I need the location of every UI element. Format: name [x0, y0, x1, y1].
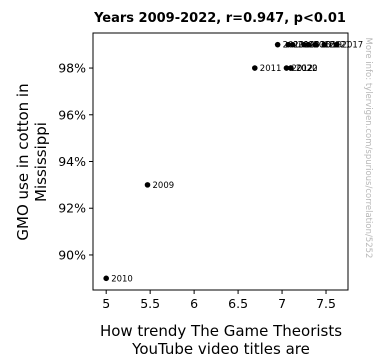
data-point-2010: [103, 275, 109, 282]
y-tick-label: 96%: [58, 107, 86, 122]
data-point-2018: [301, 41, 307, 48]
x-tick-label: 6: [190, 296, 198, 311]
x-axis-title-line-2: YouTube video titles are: [131, 340, 310, 358]
point-label-2011: 2011: [260, 64, 282, 74]
data-point-2013: [274, 41, 281, 48]
source-note: More info: tylervigen.com/spurious/corre…: [363, 38, 373, 259]
x-tick-label: 7.5: [316, 296, 336, 311]
x-tick-label: 6.5: [228, 296, 248, 311]
point-label-2012: 2012: [291, 64, 313, 74]
data-point-2017: [333, 41, 340, 48]
y-tick-label: 90%: [58, 247, 86, 262]
y-axis: 90% 92% 94% 96% 98%: [58, 61, 93, 262]
data-point-2012: [283, 65, 290, 71]
point-label-2019: 2019: [320, 41, 342, 51]
data-point-2009: [144, 182, 151, 188]
y-axis-title-line-2: Mississippi: [32, 122, 50, 202]
point-label-2017: 2017: [342, 41, 364, 51]
x-axis-title-line-1: How trendy The Game Theorists: [100, 322, 342, 340]
chart-title: Years 2009-2022, r=0.947, p<0.01: [93, 11, 346, 26]
y-tick-label: 98%: [58, 61, 86, 76]
point-label-2010: 2010: [111, 274, 133, 284]
point-label-2021: 2021: [329, 41, 351, 51]
point-label-2018: 2018: [309, 41, 331, 51]
data-point-2014: [285, 41, 292, 48]
data-point-2015: [289, 41, 296, 48]
data-point-2022: [288, 65, 294, 71]
x-tick-label: 5: [102, 296, 110, 311]
x-tick-label: 7: [278, 296, 286, 311]
data-point-2011: [251, 65, 258, 71]
x-axis: 5 5.5 6 6.5 7 7.5: [102, 290, 336, 311]
y-axis-title-line-1: GMO use in cotton in: [14, 83, 32, 240]
y-tick-label: 94%: [58, 154, 86, 169]
data-points: 2009201020112012201320142015201620172018…: [103, 41, 364, 284]
data-point-2019: [312, 41, 319, 48]
data-point-2016: [305, 41, 312, 48]
y-tick-label: 92%: [58, 201, 86, 216]
point-label-2020: 2020: [296, 64, 318, 74]
point-label-2009: 2009: [153, 181, 175, 191]
data-point-2021: [321, 41, 328, 48]
x-tick-label: 5.5: [140, 296, 160, 311]
point-label-2022: 2022: [296, 64, 318, 74]
